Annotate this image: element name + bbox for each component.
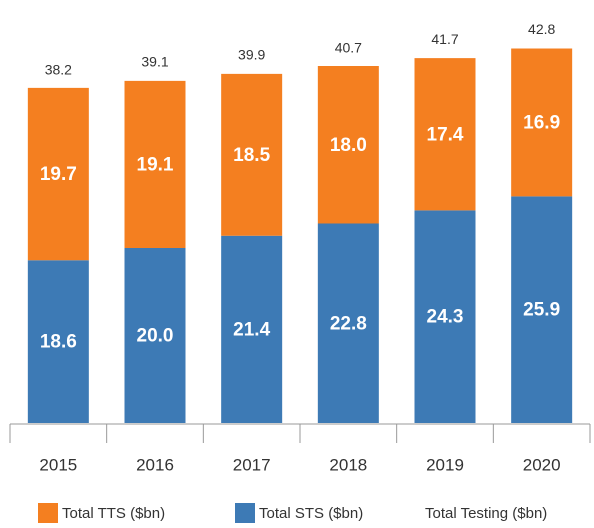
bar-segment — [27, 87, 89, 261]
value-label: 16.9 — [523, 112, 560, 133]
x-tick-label: 2020 — [523, 455, 561, 474]
value-label: 18.6 — [40, 332, 77, 353]
bar-segment — [414, 210, 476, 423]
total-label: 38.2 — [45, 61, 72, 77]
value-label: 25.9 — [523, 300, 560, 321]
legend-swatch — [235, 503, 255, 523]
total-label: 40.7 — [335, 40, 362, 56]
legend-label: Total TTS ($bn) — [62, 505, 165, 522]
total-label: 39.1 — [141, 54, 168, 70]
value-label: 22.8 — [330, 313, 367, 334]
x-tick-label: 2016 — [136, 455, 174, 474]
value-label: 18.5 — [233, 145, 270, 166]
value-label: 19.1 — [137, 154, 174, 175]
bar-segment — [511, 48, 573, 197]
value-label: 20.0 — [137, 326, 174, 347]
total-label: 42.8 — [528, 21, 555, 37]
bar-segment — [27, 260, 89, 423]
total-label: 41.7 — [431, 31, 458, 47]
x-tick-label: 2015 — [39, 455, 77, 474]
total-label: 39.9 — [238, 47, 265, 63]
x-tick-label: 2019 — [426, 455, 464, 474]
bar-segment — [221, 73, 283, 236]
legend-label: Total STS ($bn) — [259, 505, 363, 522]
legend-label: Total Testing ($bn) — [425, 505, 547, 522]
bar-segment — [317, 66, 379, 224]
bar-segment — [124, 248, 186, 423]
bar-segment — [511, 196, 573, 423]
x-tick-label: 2018 — [329, 455, 367, 474]
value-label: 17.4 — [427, 124, 464, 145]
value-label: 19.7 — [40, 164, 77, 185]
legend-swatch — [38, 503, 58, 523]
bar-segment — [124, 80, 186, 248]
value-label: 18.0 — [330, 135, 367, 156]
bar-segment — [221, 235, 283, 423]
value-label: 24.3 — [427, 307, 464, 328]
value-label: 21.4 — [233, 319, 270, 340]
bar-segment — [414, 58, 476, 211]
bar-segment — [317, 223, 379, 423]
x-tick-label: 2017 — [233, 455, 271, 474]
